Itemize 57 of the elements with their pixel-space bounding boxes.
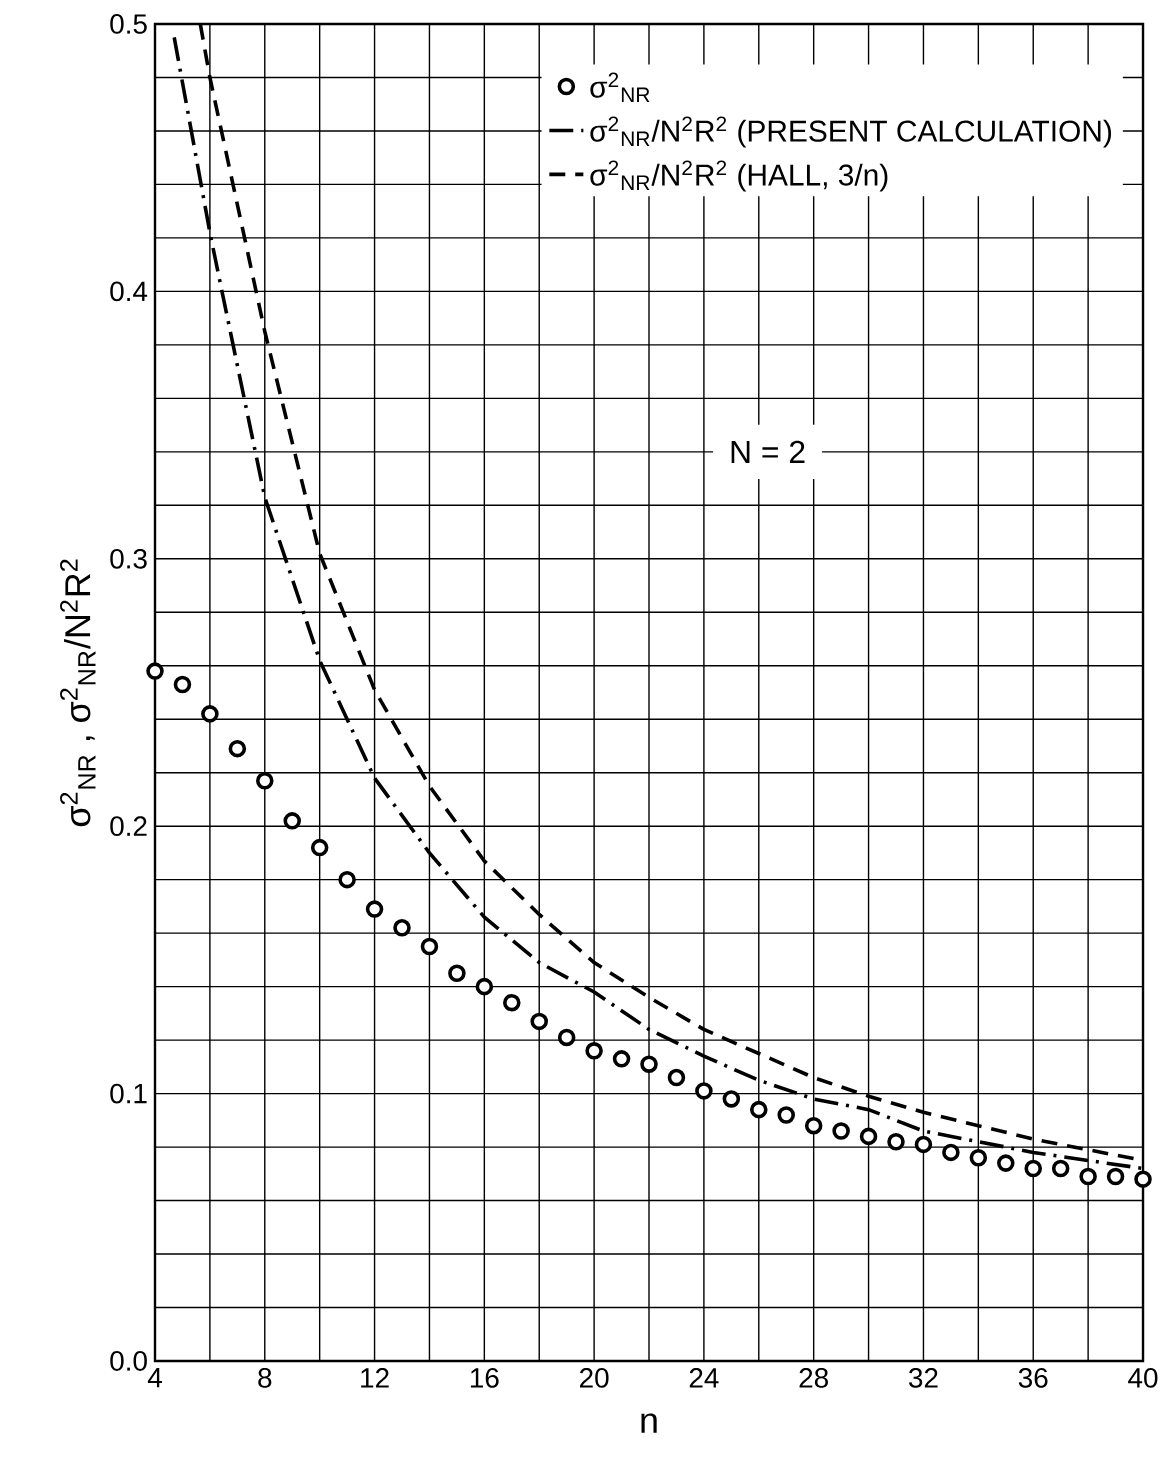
- x-tick-label: 4: [147, 1368, 162, 1388]
- y-tick-label: 0.0: [110, 1351, 147, 1371]
- point: [1051, 1159, 1070, 1178]
- point: [420, 937, 439, 956]
- legend-label: σ$^{2}$$_{NR}$/N$^{2}$R$^{2}$ (HALL, 3/n): [590, 160, 888, 192]
- point: [310, 838, 329, 857]
- y-tick-label: 0.1: [110, 1083, 147, 1104]
- point: [667, 1068, 686, 1087]
- x-tick-label: 32: [909, 1368, 938, 1388]
- point: [503, 993, 521, 1012]
- point: [969, 1149, 988, 1167]
- point: [1024, 1159, 1043, 1178]
- point: [832, 1122, 850, 1140]
- point: [859, 1127, 878, 1146]
- point: [1079, 1167, 1097, 1186]
- x-tick-label: 20: [580, 1368, 609, 1388]
- legend-label: σ$^{2}$NR: [590, 72, 650, 102]
- point: [448, 964, 466, 983]
- point: [804, 1116, 823, 1135]
- y-tick-label: 0.5: [110, 14, 147, 34]
- point: [557, 1028, 576, 1047]
- point: [997, 1154, 1015, 1172]
- y-tick-label: 0.4: [110, 281, 148, 302]
- point: [640, 1055, 658, 1073]
- point: [201, 705, 219, 723]
- point: [365, 900, 384, 918]
- annotation: N = 2: [731, 440, 805, 463]
- x-tick-label: 40: [1128, 1368, 1158, 1388]
- point: [942, 1143, 960, 1162]
- point: [475, 977, 494, 996]
- x-axis-title: n: [641, 1413, 657, 1433]
- point: [887, 1132, 905, 1151]
- x-tick-label: 36: [1018, 1368, 1048, 1388]
- text: σ$^{2}$$_{NR}$ , σ$^{2}$$_{NR}$/N$^{2}$R$^{2}$: [60, 559, 96, 827]
- point: [750, 1100, 768, 1119]
- y-tick-label: 0.2: [110, 816, 147, 837]
- point: [612, 1050, 631, 1068]
- point: [283, 812, 301, 830]
- point: [256, 771, 274, 790]
- point: [585, 1042, 603, 1060]
- x-tick-label: 12: [361, 1368, 389, 1388]
- point: [914, 1135, 933, 1154]
- x-tick-label: 16: [470, 1368, 499, 1388]
- x-tick-label: 24: [689, 1368, 719, 1388]
- y-tick-label: 0.3: [110, 548, 147, 569]
- x-tick-label: 8: [258, 1368, 272, 1388]
- legend-label: σ$^{2}$$_{NR}$/N$^{2}$R$^{2}$ (PRESENT CALCULATION): [590, 116, 1112, 148]
- point: [228, 739, 247, 758]
- point: [777, 1106, 795, 1124]
- point: [393, 919, 411, 937]
- point: [722, 1090, 741, 1108]
- point: [173, 675, 192, 694]
- point: [695, 1082, 713, 1100]
- point: [338, 870, 356, 889]
- x-tick-label: 28: [799, 1368, 828, 1388]
- point: [530, 1012, 548, 1031]
- point: [146, 662, 164, 680]
